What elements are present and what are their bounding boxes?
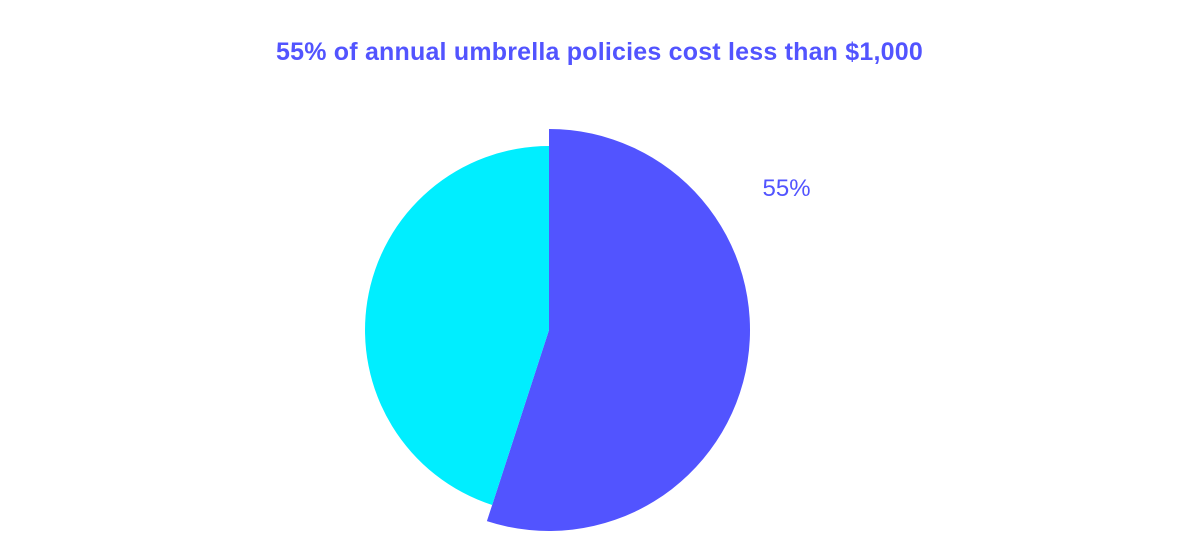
pie-slice-1: [486, 129, 751, 532]
pie-slices: [365, 129, 751, 532]
chart-title: 55% of annual umbrella policies cost les…: [276, 38, 923, 66]
pie-labels: 55%: [763, 175, 811, 202]
slice-label-1: 55%: [763, 175, 811, 202]
pie-slice-2: [365, 146, 549, 505]
